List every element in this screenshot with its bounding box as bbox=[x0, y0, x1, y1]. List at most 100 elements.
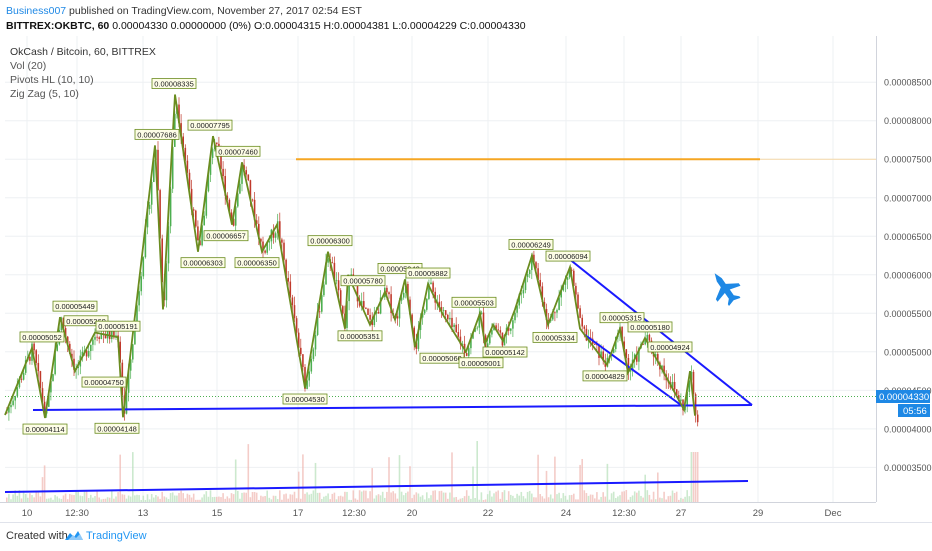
volume-bar bbox=[474, 497, 476, 502]
volume-bar bbox=[659, 497, 661, 502]
price-tick-label: 0.00007000 bbox=[884, 193, 932, 203]
volume-bar bbox=[657, 472, 659, 502]
volume-bar bbox=[356, 499, 359, 502]
candle-body bbox=[54, 350, 56, 375]
pivot-label-box bbox=[234, 257, 280, 269]
candle-body bbox=[50, 380, 52, 393]
volume-bar bbox=[115, 496, 117, 502]
pivot-label-text: 0.00005180 bbox=[630, 323, 670, 332]
candle-body bbox=[77, 366, 79, 369]
price-tick-label: 0.00008500 bbox=[884, 78, 932, 88]
volume-bar bbox=[27, 497, 29, 502]
volume-bar bbox=[174, 495, 176, 502]
price-chart[interactable]: 0.00005052 0.00005449 0.000052600.00005191… bbox=[0, 36, 932, 522]
time-tick-label: 15 bbox=[212, 508, 223, 519]
volume-bar bbox=[478, 499, 481, 502]
volume-bar bbox=[526, 491, 529, 502]
volume-bar bbox=[560, 498, 562, 502]
volume-bar bbox=[470, 498, 472, 502]
pivot-label-box bbox=[282, 393, 328, 405]
tradingview-logo-icon[interactable] bbox=[64, 529, 84, 543]
volume-bar bbox=[291, 494, 294, 502]
channel-lower-line[interactable] bbox=[584, 334, 686, 409]
volume-bar bbox=[619, 495, 621, 502]
pivot-label-text: 0.00004750 bbox=[84, 378, 124, 387]
volume-bar bbox=[100, 499, 103, 502]
volume-bar bbox=[245, 492, 247, 502]
volume-trend-line[interactable] bbox=[4, 480, 749, 493]
volume-bar bbox=[623, 491, 625, 502]
candle-body bbox=[203, 215, 205, 226]
volume-bar bbox=[621, 491, 623, 502]
pivot-label-text: 0.00006657 bbox=[206, 232, 246, 241]
volume-bar bbox=[182, 493, 184, 502]
candle-body bbox=[342, 306, 344, 314]
pivot-label-box bbox=[599, 312, 645, 324]
volume-bar bbox=[96, 491, 98, 502]
pivot-label-box bbox=[94, 422, 140, 434]
candle-body bbox=[579, 308, 581, 318]
volume-bar bbox=[652, 491, 655, 502]
volume-bar bbox=[333, 492, 336, 502]
author-link[interactable]: Business007 bbox=[6, 5, 67, 17]
volume-bar bbox=[6, 497, 8, 502]
volume-bar bbox=[222, 493, 224, 502]
horizontal-support-line[interactable] bbox=[32, 404, 753, 411]
tradingview-brand[interactable]: TradingView bbox=[86, 530, 147, 542]
volume-bar bbox=[602, 492, 604, 502]
candle-body bbox=[459, 336, 462, 345]
volume-bar bbox=[369, 491, 371, 502]
candle-body bbox=[90, 344, 92, 352]
candle-body bbox=[396, 316, 399, 319]
volume-bar bbox=[300, 498, 302, 502]
volume-bar bbox=[192, 493, 195, 502]
candle-body bbox=[125, 392, 128, 414]
candle-body bbox=[539, 279, 541, 287]
volume-bar bbox=[358, 490, 361, 502]
candle-body bbox=[39, 371, 42, 389]
chart-overlays bbox=[4, 158, 876, 493]
volume-bar bbox=[14, 490, 16, 502]
volume-bar bbox=[344, 491, 346, 502]
time-tick-label: 13 bbox=[138, 508, 149, 519]
candle-body bbox=[325, 262, 327, 285]
volume-bar bbox=[69, 493, 71, 502]
candle-body bbox=[146, 209, 149, 228]
volume-bar bbox=[132, 452, 134, 502]
candle-body bbox=[98, 337, 100, 339]
candle-body bbox=[449, 317, 451, 320]
candle-body bbox=[293, 305, 296, 319]
candle-body bbox=[451, 317, 453, 328]
candle-body bbox=[573, 270, 575, 286]
volume-bar bbox=[501, 492, 504, 502]
pivot-label-box bbox=[81, 376, 127, 388]
candle-body bbox=[388, 292, 390, 295]
candle-body bbox=[373, 313, 376, 326]
candle-body bbox=[287, 277, 289, 282]
candle-body bbox=[363, 301, 365, 308]
volume-bar bbox=[249, 497, 252, 502]
volume-bar bbox=[195, 499, 197, 502]
volume-bar bbox=[218, 496, 220, 502]
volume-bar bbox=[45, 498, 48, 502]
pivot-label-box bbox=[482, 346, 528, 358]
pivot-label-text: 0.00004530 bbox=[285, 395, 325, 404]
volume-bar bbox=[207, 496, 210, 502]
candle-body bbox=[696, 414, 699, 423]
volume-bar bbox=[575, 499, 577, 502]
candle-body bbox=[564, 279, 567, 285]
volume-bar bbox=[79, 495, 82, 502]
candle-body bbox=[657, 354, 659, 363]
volume-bar bbox=[29, 493, 31, 502]
volume-bar bbox=[581, 458, 583, 502]
volume-bar bbox=[423, 499, 426, 502]
pivot-label-box bbox=[582, 370, 628, 382]
candle-body bbox=[415, 342, 418, 349]
volume-bar bbox=[18, 490, 21, 502]
time-axis[interactable]: 10 12:30 13 15 17 12:30 20 22 24 12:30 27 29 Dec bbox=[22, 508, 842, 519]
legend-title: OkCash / Bitcoin, 60, BITTREX bbox=[10, 46, 156, 58]
volume-bar bbox=[491, 496, 493, 502]
volume-bar bbox=[457, 499, 460, 502]
volume-bar bbox=[266, 490, 268, 502]
candle-body bbox=[386, 287, 388, 293]
